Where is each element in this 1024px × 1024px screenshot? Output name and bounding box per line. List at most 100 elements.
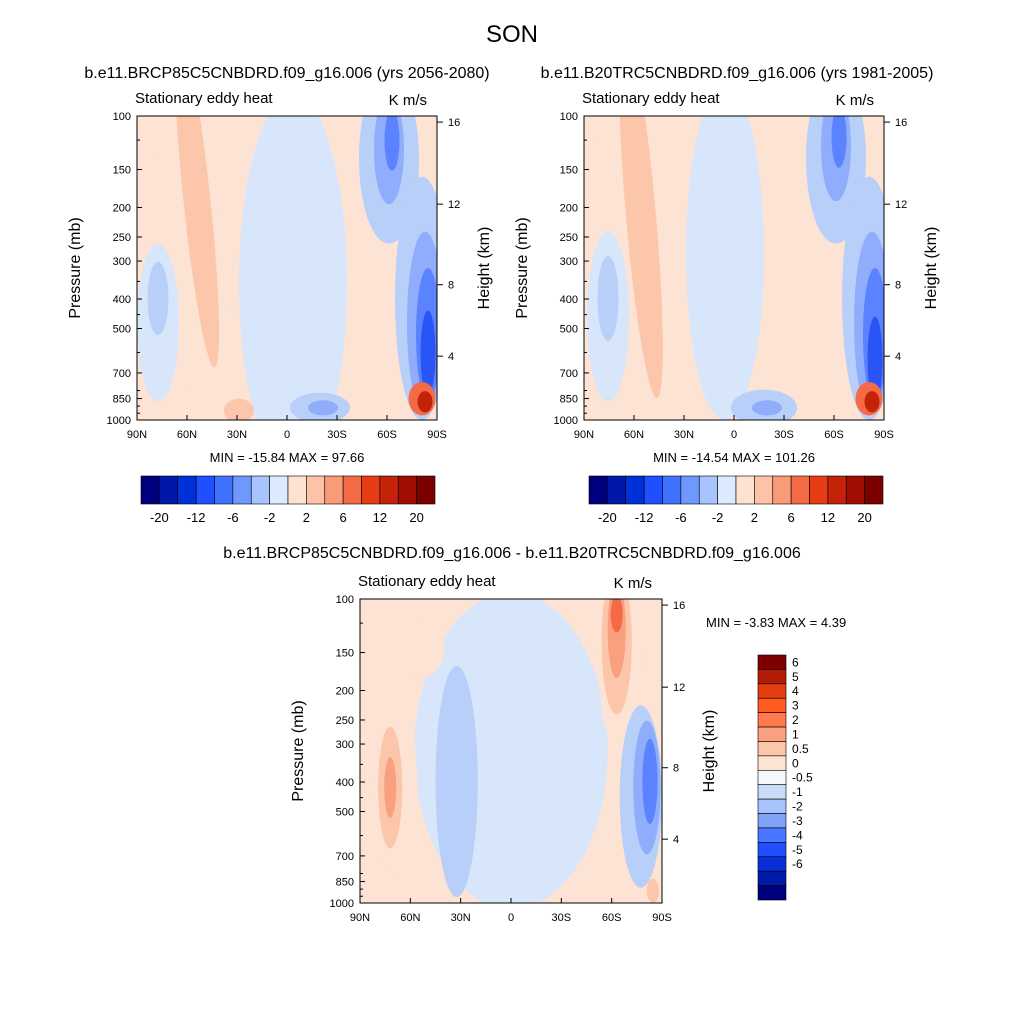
colorbar-swatch bbox=[864, 475, 884, 505]
colorbar-label: -6 bbox=[227, 510, 239, 525]
colorbar-label: -2 bbox=[712, 510, 724, 525]
height-tick-label: 12 bbox=[673, 682, 685, 694]
contour-field bbox=[137, 116, 437, 420]
colorbar-swatch bbox=[772, 475, 792, 505]
colorbar-label: -20 bbox=[150, 510, 169, 525]
contour-region bbox=[396, 617, 445, 679]
colorbar-swatch bbox=[324, 475, 344, 505]
colorbar-label: -1 bbox=[792, 785, 803, 799]
colorbar-swatch bbox=[195, 475, 215, 505]
colorbar-swatch bbox=[625, 475, 645, 505]
colorbar-swatch bbox=[397, 475, 417, 505]
y-tick-label: 700 bbox=[113, 368, 131, 380]
y-tick-label: 300 bbox=[113, 256, 131, 268]
y-tick-label: 400 bbox=[113, 294, 131, 306]
height-tick-label: 4 bbox=[895, 351, 901, 363]
contour-region bbox=[417, 391, 433, 413]
colorbar-label: -2 bbox=[792, 800, 803, 814]
panel-title: b.e11.B20TRC5CNBDRD.f09_g16.006 (yrs 198… bbox=[541, 65, 934, 82]
x-tick-label: 60S bbox=[602, 912, 622, 924]
height-tick-label: 8 bbox=[448, 280, 454, 292]
colorbar-swatch bbox=[680, 475, 700, 505]
colorbar-label: 0 bbox=[792, 756, 799, 770]
contour-region bbox=[384, 116, 400, 171]
colorbar-swatch bbox=[827, 475, 847, 505]
colorbar-label: -3 bbox=[792, 814, 803, 828]
height-tick-label: 16 bbox=[895, 117, 907, 129]
height-tick-label: 16 bbox=[673, 600, 685, 612]
height-tick-label: 4 bbox=[673, 834, 679, 846]
x-tick-label: 30N bbox=[227, 429, 247, 441]
contour-region bbox=[686, 116, 764, 420]
colorbar-swatch bbox=[379, 475, 399, 505]
x-tick-label: 30N bbox=[451, 912, 471, 924]
colorbar-label: 5 bbox=[792, 670, 799, 684]
contour-region bbox=[435, 665, 478, 897]
colorbar-swatch bbox=[588, 475, 608, 505]
y-tick-label: 700 bbox=[560, 368, 578, 380]
colorbar-swatch bbox=[790, 475, 810, 505]
contour-region bbox=[831, 116, 847, 168]
height-tick-label: 4 bbox=[448, 351, 454, 363]
colorbar-swatch bbox=[757, 842, 787, 858]
colorbar-swatch bbox=[845, 475, 865, 505]
colorbar-swatch bbox=[757, 726, 787, 742]
colorbar-swatch bbox=[662, 475, 682, 505]
contour-region bbox=[239, 116, 347, 420]
colorbar-swatch bbox=[177, 475, 197, 505]
units-label: K m/s bbox=[389, 92, 427, 109]
contour-region bbox=[619, 116, 663, 399]
contour-field bbox=[360, 599, 662, 903]
colorbar-label: -12 bbox=[635, 510, 654, 525]
colorbar-swatch bbox=[159, 475, 179, 505]
contour-region bbox=[610, 599, 623, 633]
contour-region bbox=[642, 738, 658, 824]
colorbar-label: 1 bbox=[792, 727, 799, 741]
x-tick-label: 30N bbox=[674, 429, 694, 441]
colorbar-swatch bbox=[214, 475, 234, 505]
x-tick-label: 60N bbox=[400, 912, 420, 924]
colorbar-swatch bbox=[306, 475, 326, 505]
colorbar-label: 6 bbox=[340, 510, 347, 525]
panel-subtitle: Stationary eddy heat bbox=[135, 90, 273, 107]
y-tick-label: 200 bbox=[113, 203, 131, 215]
colorbar-label: 0.5 bbox=[792, 742, 809, 756]
colorbar-swatch bbox=[643, 475, 663, 505]
y-axis-label: Pressure (mb) bbox=[514, 217, 531, 318]
colorbar-label: 4 bbox=[792, 684, 799, 698]
y-tick-label: 200 bbox=[560, 203, 578, 215]
colorbar-swatch bbox=[735, 475, 755, 505]
contour-region bbox=[864, 391, 880, 413]
contour-region bbox=[384, 757, 397, 818]
panel-subtitle: Stationary eddy heat bbox=[358, 573, 496, 590]
colorbar-label: -6 bbox=[792, 857, 803, 871]
right-axis-label: Height (km) bbox=[701, 710, 718, 793]
panel-1 bbox=[583, 115, 890, 505]
x-tick-label: 90S bbox=[427, 429, 447, 441]
y-tick-label: 150 bbox=[560, 165, 578, 177]
colorbar-swatch bbox=[757, 712, 787, 728]
min-max-stats: MIN = -15.84 MAX = 97.66 bbox=[210, 450, 365, 465]
y-tick-label: 850 bbox=[560, 394, 578, 406]
colorbar-swatch bbox=[287, 475, 307, 505]
x-tick-label: 90N bbox=[350, 912, 370, 924]
colorbar-swatch bbox=[757, 856, 787, 872]
x-tick-label: 90N bbox=[127, 429, 147, 441]
y-tick-label: 850 bbox=[113, 394, 131, 406]
colorbar-swatch bbox=[607, 475, 627, 505]
x-tick-label: 30S bbox=[774, 429, 794, 441]
colorbar-label: 2 bbox=[751, 510, 758, 525]
colorbar-swatch bbox=[809, 475, 829, 505]
colorbar-label: -4 bbox=[792, 828, 803, 842]
colorbar-swatch bbox=[757, 683, 787, 699]
contour-region bbox=[597, 255, 619, 341]
colorbar-swatch bbox=[754, 475, 774, 505]
colorbar-label: -20 bbox=[598, 510, 617, 525]
colorbar-label: 20 bbox=[857, 510, 871, 525]
y-tick-label: 1000 bbox=[107, 415, 131, 427]
y-tick-label: 300 bbox=[560, 256, 578, 268]
colorbar-swatch bbox=[269, 475, 289, 505]
colorbar-label: -6 bbox=[675, 510, 687, 525]
colorbar-swatch bbox=[140, 475, 160, 505]
